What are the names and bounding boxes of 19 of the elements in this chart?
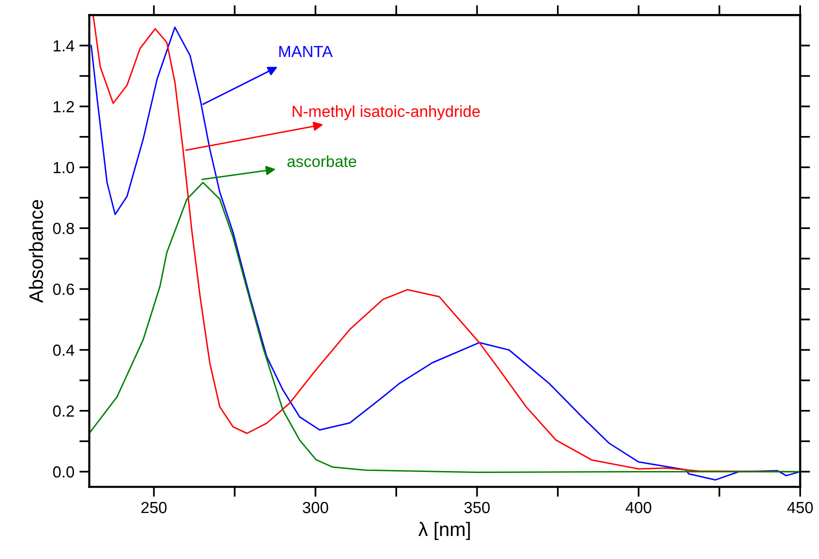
x-tick-label: 450 [787,502,813,514]
y-tick-label: 0.0 [53,466,74,478]
y-axis-title: Absorbance [28,200,44,303]
y-tick-label: 1.4 [54,40,74,52]
annotation: N-methyl isatoic-anhydride [292,105,480,120]
x-tick-label: 250 [141,502,167,514]
y-tick-label: 1.2 [54,101,74,112]
x-tick-label: 300 [302,502,328,514]
annotation: MANTA [279,46,333,58]
y-tick-label: 0.6 [53,284,74,295]
y-tick-label: 1.0 [54,162,74,174]
y-tick-label: 0.8 [53,222,74,234]
y-tick-label: 0.4 [53,344,74,356]
annotation: ascorbate [287,155,356,168]
line-series [89,182,800,473]
x-tick-label: 350 [464,502,490,514]
y-tick-label: 0.2 [53,405,74,417]
x-tick-label: 400 [626,502,652,514]
x-axis-title: λ [nm] [418,522,470,540]
